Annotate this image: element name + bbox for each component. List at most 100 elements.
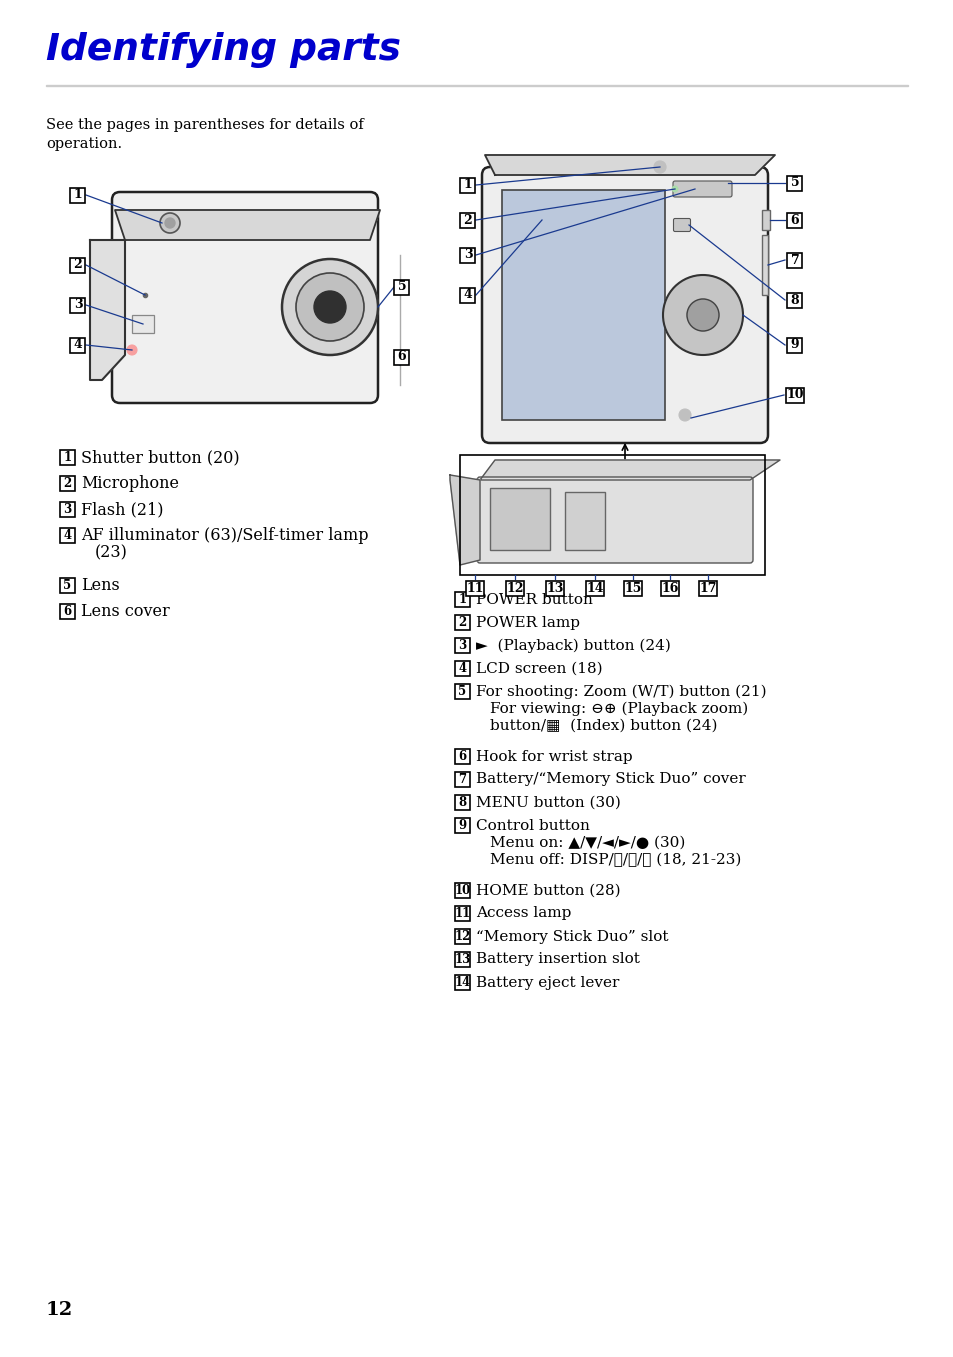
Circle shape (295, 273, 364, 341)
Text: 9: 9 (790, 338, 799, 351)
Text: button/▦  (Index) button (24): button/▦ (Index) button (24) (490, 719, 717, 733)
Bar (455, 906, 470, 921)
Text: Identifying parts: Identifying parts (46, 33, 400, 68)
Bar (786, 175, 801, 190)
Text: Control button: Control button (476, 818, 589, 832)
Bar (455, 749, 470, 764)
Polygon shape (450, 475, 479, 565)
Polygon shape (115, 210, 379, 240)
Text: Access lamp: Access lamp (476, 906, 571, 920)
Bar (761, 210, 769, 229)
Text: 3: 3 (63, 503, 71, 516)
Text: See the pages in parentheses for details of: See the pages in parentheses for details… (46, 118, 363, 132)
Circle shape (282, 259, 377, 356)
Circle shape (654, 161, 665, 172)
Text: 4: 4 (73, 338, 82, 351)
Bar (460, 288, 475, 303)
Circle shape (686, 299, 719, 331)
Bar (505, 581, 523, 596)
Text: Lens cover: Lens cover (81, 603, 170, 620)
Bar (564, 493, 604, 550)
Bar (455, 883, 470, 898)
Polygon shape (90, 240, 125, 380)
Bar (455, 661, 470, 676)
FancyBboxPatch shape (673, 218, 690, 232)
Bar (785, 388, 803, 403)
Bar (71, 338, 86, 353)
Text: 7: 7 (458, 773, 466, 786)
Text: 16: 16 (660, 582, 678, 594)
Text: 1: 1 (73, 189, 82, 201)
Circle shape (314, 290, 346, 323)
Bar (71, 297, 86, 312)
Bar (455, 772, 470, 787)
Text: 5: 5 (458, 685, 466, 697)
Bar (455, 592, 470, 607)
Text: 12: 12 (506, 582, 523, 594)
Text: Battery eject lever: Battery eject lever (476, 976, 618, 989)
Text: 9: 9 (458, 820, 466, 832)
Text: 13: 13 (454, 953, 470, 966)
Bar (455, 615, 470, 630)
FancyBboxPatch shape (672, 180, 731, 197)
Circle shape (127, 345, 137, 356)
Text: 4: 4 (458, 662, 466, 674)
Bar (455, 930, 470, 944)
Text: AF illuminator (63)/Self-timer lamp: AF illuminator (63)/Self-timer lamp (81, 527, 368, 544)
Bar (786, 252, 801, 267)
Text: 1: 1 (458, 593, 466, 607)
Text: “Memory Stick Duo” slot: “Memory Stick Duo” slot (476, 930, 668, 943)
Text: Menu on: ▲/▼/◄/►/● (30): Menu on: ▲/▼/◄/►/● (30) (490, 836, 684, 849)
Text: 2: 2 (63, 478, 71, 490)
Bar (761, 235, 767, 294)
Bar (60, 476, 75, 491)
Text: 12: 12 (46, 1301, 73, 1319)
Bar (60, 604, 75, 619)
Text: 6: 6 (397, 350, 406, 364)
Bar (459, 455, 764, 575)
Text: Hook for wrist strap: Hook for wrist strap (476, 749, 632, 764)
Text: 8: 8 (790, 293, 799, 307)
Text: 10: 10 (454, 883, 470, 897)
Bar (699, 581, 717, 596)
Bar (786, 293, 801, 308)
Bar (585, 581, 603, 596)
Circle shape (662, 275, 742, 356)
Text: Battery/“Memory Stick Duo” cover: Battery/“Memory Stick Duo” cover (476, 772, 745, 787)
Text: 15: 15 (623, 582, 641, 594)
Bar (132, 315, 153, 332)
Text: Shutter button (20): Shutter button (20) (81, 449, 239, 465)
Text: 5: 5 (63, 579, 71, 592)
Bar (455, 684, 470, 699)
Text: 1: 1 (63, 451, 71, 464)
Text: (23): (23) (95, 544, 128, 562)
Bar (460, 213, 475, 228)
Text: 3: 3 (73, 299, 82, 312)
Polygon shape (479, 460, 780, 480)
Circle shape (679, 408, 690, 421)
FancyBboxPatch shape (112, 191, 377, 403)
Bar (660, 581, 679, 596)
Text: operation.: operation. (46, 137, 122, 151)
Text: Microphone: Microphone (81, 475, 179, 493)
Text: 8: 8 (458, 797, 466, 809)
Text: 6: 6 (458, 750, 466, 763)
FancyBboxPatch shape (481, 167, 767, 442)
Text: For shooting: Zoom (W/T) button (21): For shooting: Zoom (W/T) button (21) (476, 684, 766, 699)
Bar (465, 581, 483, 596)
Bar (455, 818, 470, 833)
Text: 17: 17 (699, 582, 716, 594)
Bar (60, 578, 75, 593)
Bar (71, 258, 86, 273)
Text: For viewing: ⊖⊕ (Playback zoom): For viewing: ⊖⊕ (Playback zoom) (490, 702, 747, 715)
Text: ►  (Playback) button (24): ► (Playback) button (24) (476, 638, 670, 653)
Bar (395, 280, 409, 294)
Text: 13: 13 (546, 582, 563, 594)
Bar (460, 247, 475, 262)
Text: 6: 6 (790, 213, 799, 227)
Text: 2: 2 (457, 616, 466, 630)
Bar (455, 953, 470, 968)
Circle shape (160, 213, 180, 233)
Bar (455, 638, 470, 653)
Text: LCD screen (18): LCD screen (18) (476, 661, 602, 676)
